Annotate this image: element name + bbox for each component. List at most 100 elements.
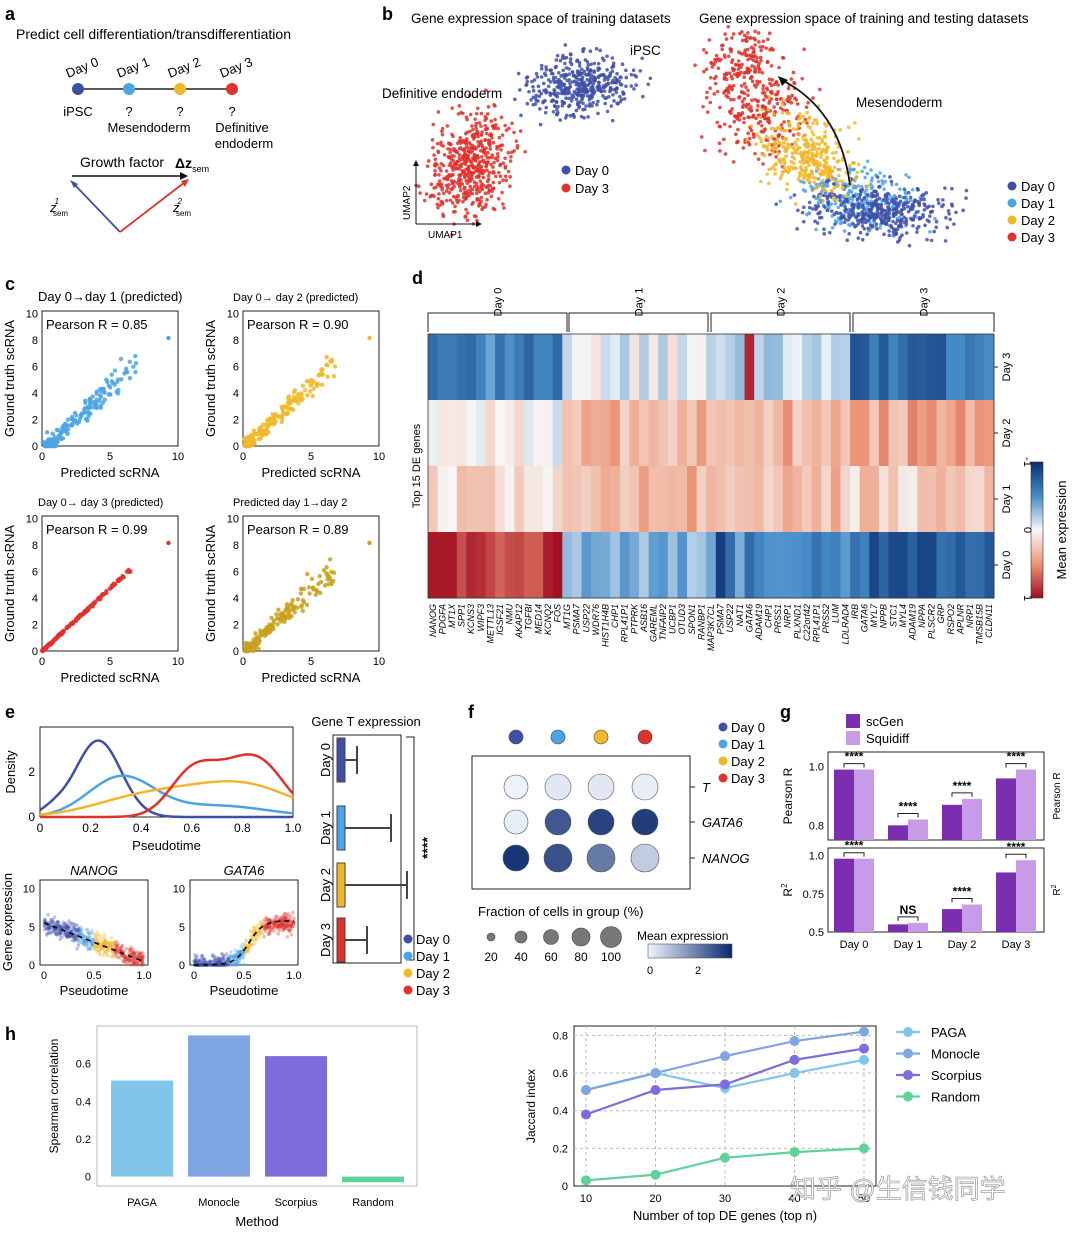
scatter-point	[249, 435, 255, 440]
umap-point	[763, 127, 767, 131]
umap-point	[562, 101, 567, 105]
heatmap-cell	[504, 334, 515, 401]
umap-point	[741, 146, 746, 150]
umap-point	[591, 82, 596, 86]
umap-point	[753, 38, 757, 42]
ge-point	[97, 951, 102, 955]
umap-point	[753, 97, 758, 102]
heatmap-cell	[734, 532, 746, 599]
umap-point	[781, 157, 786, 161]
umap-point	[458, 145, 463, 150]
umap-point	[812, 153, 817, 158]
umap-point	[793, 140, 797, 145]
scatter-point	[280, 409, 286, 414]
umap-point	[722, 91, 726, 95]
ge-point	[76, 929, 81, 934]
umap-point	[809, 137, 814, 142]
umap-point	[518, 88, 522, 92]
umap-point	[728, 124, 732, 129]
umap-point	[868, 207, 873, 212]
umap-point	[787, 123, 792, 127]
gene-label: PRSS1	[773, 604, 783, 634]
heatmap-cell	[485, 466, 496, 533]
y-tick: 0	[85, 1172, 91, 1184]
line-point	[859, 1143, 869, 1154]
ge-point	[106, 942, 111, 947]
umap-point	[897, 194, 902, 199]
umap-point	[727, 109, 732, 114]
umap-point	[701, 47, 706, 52]
heatmap-cell	[696, 400, 707, 467]
umap-point	[543, 98, 547, 103]
umap-point	[767, 142, 772, 147]
ge-point	[83, 942, 87, 947]
heatmap-cell	[485, 334, 496, 401]
panel-a: Predict cell differentiation/transdiffer…	[16, 26, 291, 233]
umap-point	[601, 93, 605, 98]
umap-point	[767, 77, 772, 82]
line-point	[789, 1147, 800, 1158]
umap-point	[784, 146, 789, 151]
umap-point	[780, 111, 785, 115]
y-tick: 2	[233, 415, 239, 427]
umap-point	[813, 186, 818, 191]
ge-point	[58, 925, 63, 930]
heatmap-cell	[955, 400, 966, 467]
umap-point	[815, 136, 820, 140]
heatmap-cell	[523, 334, 535, 401]
umap-point	[624, 84, 628, 89]
umap-point	[893, 207, 898, 211]
mean-tick: 0	[647, 965, 653, 977]
umap-point	[904, 222, 909, 226]
scatter-point	[298, 591, 304, 596]
umap-point	[783, 128, 788, 133]
ge-point	[233, 948, 238, 953]
scatter-point	[322, 583, 328, 588]
scatter-point	[116, 578, 122, 583]
umap-point	[805, 178, 810, 182]
ge-point	[123, 955, 128, 960]
umap-point	[815, 151, 819, 155]
umap-point	[543, 110, 548, 115]
umap-point	[474, 121, 479, 126]
heatmap-cell	[495, 334, 506, 401]
scatter-point	[54, 443, 59, 449]
umap-point	[856, 205, 860, 209]
umap-point	[470, 191, 475, 196]
umap-point	[860, 210, 865, 215]
pearson-label: Pearson R = 0.85	[46, 317, 148, 332]
bar-squidiff	[854, 858, 874, 932]
umap-point	[860, 224, 865, 228]
ge-point	[86, 941, 90, 946]
heatmap-cell	[447, 466, 458, 533]
ge-point	[120, 954, 124, 958]
umap-point	[489, 194, 494, 199]
heatmap-cell	[936, 334, 947, 401]
umap-point	[714, 53, 719, 58]
umap-point	[964, 196, 968, 200]
umap-point	[775, 101, 780, 106]
umap-point	[810, 147, 815, 152]
umap-point	[787, 129, 792, 133]
size-legend-dot	[486, 932, 496, 942]
umap-point	[814, 159, 819, 164]
umap-point	[765, 37, 770, 42]
umap-point	[928, 214, 932, 218]
umap-point	[832, 192, 837, 197]
heatmap-cell	[725, 334, 736, 401]
scatter-point	[115, 391, 121, 396]
umap-point	[586, 62, 591, 67]
size-legend-dot	[543, 929, 559, 945]
day-dot	[508, 729, 524, 745]
scatter-point	[311, 386, 316, 391]
scatter-point	[331, 570, 337, 576]
heatmap-cell	[974, 334, 985, 401]
scatter-point	[100, 592, 106, 597]
y-tick: 0	[28, 810, 35, 824]
umap-point	[836, 145, 841, 150]
bar-scgen	[888, 825, 908, 840]
umap-point	[857, 196, 862, 200]
umap-point	[898, 215, 902, 219]
ge-point	[234, 960, 239, 965]
scatter-point	[166, 540, 171, 546]
